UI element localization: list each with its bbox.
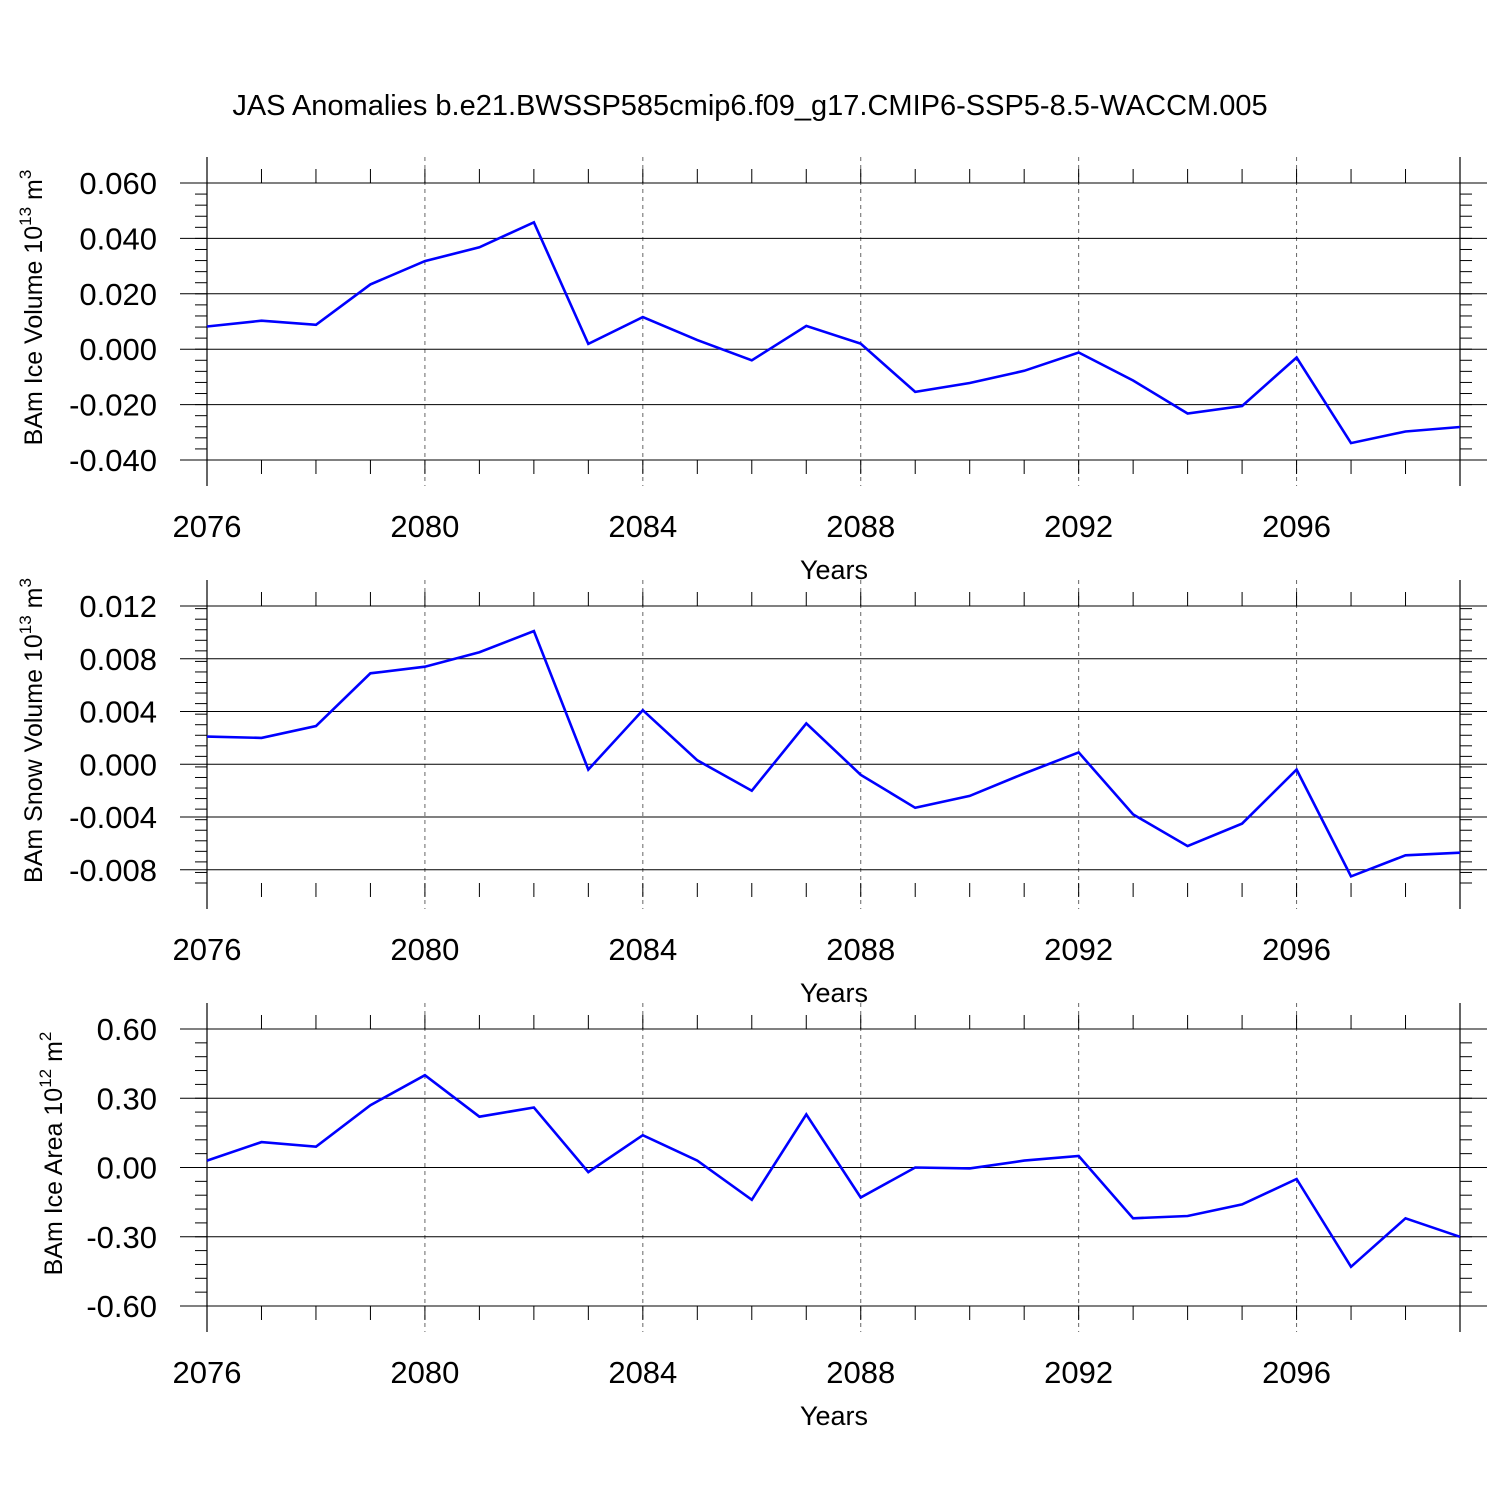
x-tick-label: 2096 xyxy=(1262,1355,1331,1390)
x-tick-label: 2076 xyxy=(173,509,242,544)
series-line xyxy=(206,629,1461,879)
x-tick-label: 2088 xyxy=(826,509,895,544)
y-tick-label: 0.30 xyxy=(97,1081,157,1116)
x-tick-label: 2088 xyxy=(826,932,895,967)
y-axis-label-text: BAm Snow Volume 10 xyxy=(20,634,48,883)
y-tick-label: 0.60 xyxy=(97,1012,157,1047)
y-axis-label: BAm Ice Area 1012 m2 xyxy=(36,1032,68,1276)
x-tick-label: 2088 xyxy=(826,1355,895,1390)
x-tick-label: 2084 xyxy=(608,509,677,544)
y-tick-label: 0.008 xyxy=(79,642,157,677)
x-tick-label: 2080 xyxy=(390,509,459,544)
y-axis-label-text: BAm Ice Volume 10 xyxy=(20,226,48,446)
y-axis-label-unit: m xyxy=(20,179,48,207)
y-tick-label: 0.060 xyxy=(79,166,157,201)
x-tick-label: 2096 xyxy=(1262,509,1331,544)
x-tick-label: 2096 xyxy=(1262,932,1331,967)
y-tick-label: -0.020 xyxy=(69,388,157,423)
y-axis-label-unit: m xyxy=(20,588,48,616)
y-tick-label: 0.012 xyxy=(79,589,157,624)
y-tick-label: -0.040 xyxy=(69,443,157,478)
x-axis-label: Years xyxy=(800,1401,868,1431)
y-axis-label-unit: m xyxy=(40,1041,68,1069)
panel-2: 0.012 0.008 0.004 0.000 -0.004 -0.008 2076 2080… xyxy=(16,578,1487,1008)
panel-1: 0.060 0.040 0.020 0.000 -0.020 -0.040 2076 2080… xyxy=(16,157,1487,585)
y-axis-label-text: BAm Ice Area 10 xyxy=(40,1088,68,1276)
y-tick-label: 0.020 xyxy=(79,277,157,312)
y-axis-label: BAm Snow Volume 1013 m3 xyxy=(16,578,48,883)
x-tick-label: 2080 xyxy=(390,1355,459,1390)
x-tick-label: 2076 xyxy=(173,1355,242,1390)
chart-title: JAS Anomalies b.e21.BWSSP585cmip6.f09_g1… xyxy=(232,90,1268,122)
y-axis-label-unit-exponent: 3 xyxy=(16,170,35,179)
y-axis-label-exponent: 13 xyxy=(16,615,35,634)
y-tick-label: 0.000 xyxy=(79,747,157,782)
y-axis-label-unit-exponent: 3 xyxy=(16,578,35,587)
x-tick-label: 2092 xyxy=(1044,932,1113,967)
y-tick-label: 0.00 xyxy=(97,1151,157,1186)
y-tick-label: -0.004 xyxy=(69,800,157,835)
y-axis-label: BAm Ice Volume 1013 m3 xyxy=(16,170,48,446)
x-tick-label: 2084 xyxy=(608,932,677,967)
y-tick-label: 0.040 xyxy=(79,221,157,256)
x-axis-label: Years xyxy=(800,555,868,585)
x-tick-label: 2092 xyxy=(1044,509,1113,544)
panel-3: 0.60 0.30 0.00 -0.30 -0.60 2076 2080 2084 2088 20… xyxy=(36,1003,1487,1431)
x-tick-label: 2084 xyxy=(608,1355,677,1390)
x-tick-label: 2076 xyxy=(173,932,242,967)
x-tick-label: 2092 xyxy=(1044,1355,1113,1390)
series-line xyxy=(206,1073,1461,1269)
y-axis-label-unit-exponent: 2 xyxy=(36,1032,55,1041)
x-tick-label: 2080 xyxy=(390,932,459,967)
y-axis-label-exponent: 13 xyxy=(16,207,35,226)
series-line xyxy=(206,220,1461,445)
y-tick-label: -0.008 xyxy=(69,853,157,888)
y-tick-label: 0.004 xyxy=(79,695,157,730)
x-axis-label: Years xyxy=(800,978,868,1008)
y-tick-label: -0.30 xyxy=(86,1220,157,1255)
y-tick-label: 0.000 xyxy=(79,332,157,367)
y-axis-label-exponent: 12 xyxy=(36,1069,55,1088)
y-tick-label: -0.60 xyxy=(86,1289,157,1324)
